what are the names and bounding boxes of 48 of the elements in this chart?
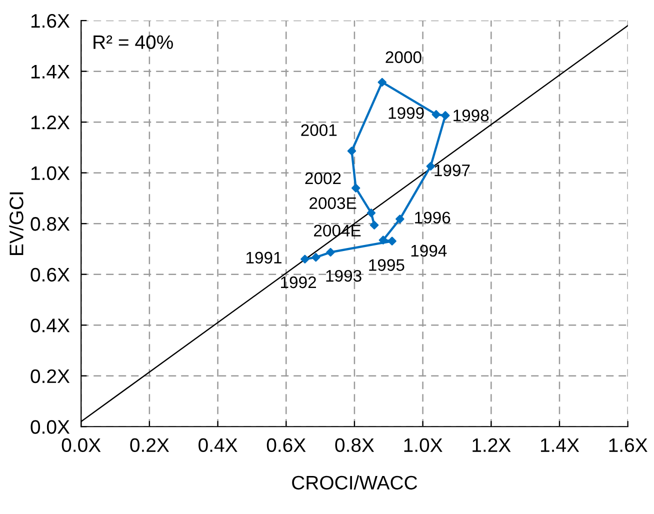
point: [366, 208, 376, 218]
point: [326, 248, 335, 257]
y-axis-title: EV/GCI: [9, 192, 24, 255]
x-tick-label: 1.4X: [540, 438, 580, 452]
point: [378, 236, 388, 244]
annotation: 1991: [246, 252, 282, 264]
x-tick-label: 0.8X: [335, 438, 374, 452]
annotation: 1995: [369, 259, 404, 271]
point: [347, 146, 356, 156]
point: [300, 254, 310, 264]
y-tick-label: 0.4X: [30, 318, 70, 332]
y-tick-label: 0.8X: [30, 217, 70, 231]
y-tick-label: 1.4X: [31, 64, 70, 78]
annotation: 1996: [415, 212, 450, 224]
annotation: 2002: [305, 172, 341, 184]
point: [388, 236, 396, 246]
point: [432, 110, 441, 119]
y-tick-label: 1.0X: [31, 166, 70, 180]
annotation: 1992: [281, 276, 316, 288]
point: [351, 184, 360, 192]
x-tick-label: 1.2X: [472, 438, 511, 452]
annotation: 1994: [411, 244, 447, 257]
point: [396, 214, 404, 224]
y-tick-label: 0.0X: [30, 420, 70, 434]
annotation: 1999: [388, 107, 424, 119]
y-tick-label: 0.6X: [30, 268, 70, 282]
annotation: 2003E: [310, 197, 356, 210]
y-tick-label: 1.6X: [31, 14, 70, 28]
annotation: 1998: [454, 110, 489, 122]
y-tick-label: 1.2X: [31, 116, 70, 130]
annotation: 1993: [326, 270, 362, 282]
annotation: R² = 40%: [94, 35, 173, 50]
x-tick-label: 0.2X: [130, 438, 170, 452]
x-tick-label: 1.0X: [404, 438, 442, 452]
annotation: 2001: [301, 124, 337, 136]
x-axis-title: CROCI/WACC: [292, 475, 418, 490]
x-tick-label: 0.0X: [62, 438, 101, 452]
point: [378, 78, 387, 87]
y-tick-label: 0.2X: [30, 369, 70, 384]
point: [370, 220, 379, 230]
point: [440, 111, 450, 120]
point: [426, 162, 436, 171]
x-tick-label: 1.6X: [609, 438, 648, 452]
x-tick-label: 0.4X: [198, 438, 238, 452]
x-tick-label: 0.6X: [266, 438, 306, 452]
annotation: 2000: [386, 51, 422, 64]
annotation: 1997: [434, 164, 470, 176]
point: [311, 252, 320, 262]
